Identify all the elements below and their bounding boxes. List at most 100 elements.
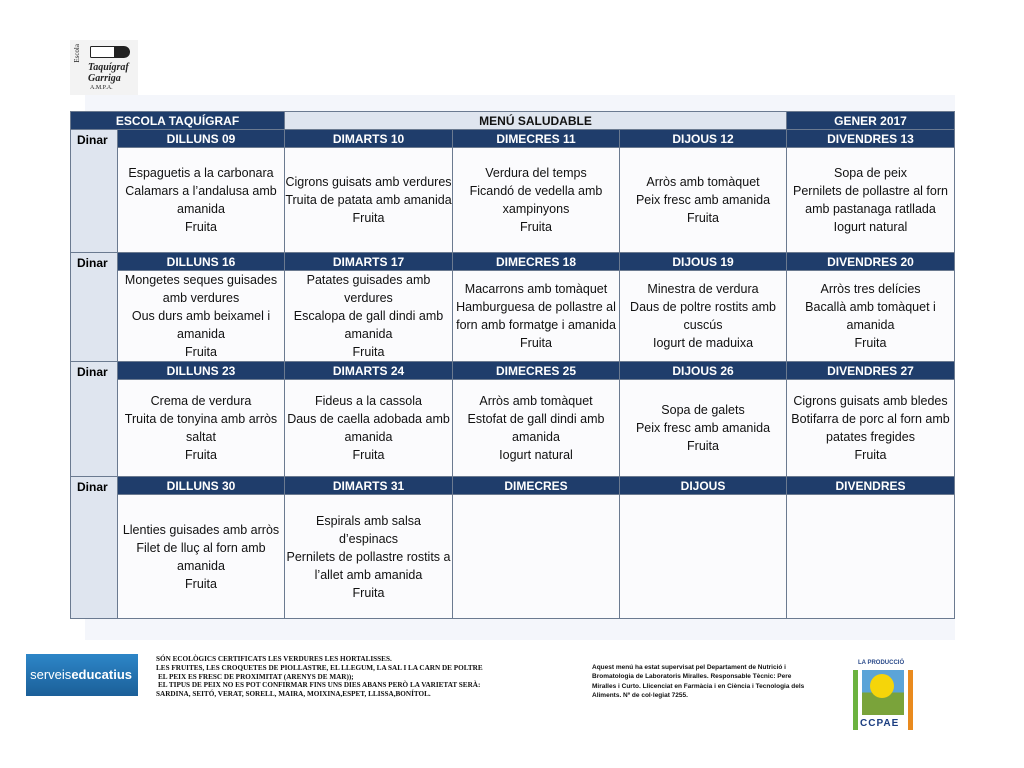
dish: Fruita xyxy=(185,448,217,462)
meal-cell: Sopa de peix Pernilets de pollastre al fo… xyxy=(786,147,955,253)
dish: Hamburguesa de pollastre al forn amb for… xyxy=(456,300,616,332)
menu-title: MENÚ SALUDABLE xyxy=(284,111,787,130)
meal-cell: Cigrons guisats amb verdures Truita de pa… xyxy=(284,147,453,253)
dish: Pernilets de pollastre rostits a l’allet… xyxy=(286,549,451,582)
month-label: GENER 2017 xyxy=(786,111,955,130)
meal-label: Dinar xyxy=(70,476,118,619)
meal-cell: Mongetes seques guisades amb verdures Ous… xyxy=(117,270,285,362)
dish: Fruita xyxy=(352,345,385,359)
menu-table: ESCOLA TAQUÍGRAF MENÚ SALUDABLE GENER 20… xyxy=(70,111,955,619)
day-header: DILLUNS 30 xyxy=(117,476,285,495)
dish: Fideus a la cassola xyxy=(314,394,422,408)
dish: Fruita xyxy=(687,211,719,225)
day-header: DIMECRES xyxy=(452,476,620,495)
dish: Patates guisades amb verdures xyxy=(306,273,431,305)
dish: Sopa de peix xyxy=(834,166,907,180)
day-header: DILLUNS 16 xyxy=(117,252,285,271)
school-logo: Escola Taquígraf Garriga A.M.P.A. xyxy=(70,40,138,95)
logo-text: Escola xyxy=(73,44,81,63)
note-line: SÓN ECOLÒGICS CERTIFICATS LES VERDURES L… xyxy=(156,655,392,663)
meal-cell xyxy=(786,494,955,619)
note-line: EL PEIX ES FRESC DE PROXIMITAT (ARENYS D… xyxy=(158,672,354,681)
dish: Fruita xyxy=(185,345,217,359)
dish: Daus de caella adobada amb amanida xyxy=(287,412,450,444)
meal-cell xyxy=(619,494,787,619)
meal-label: Dinar xyxy=(70,252,118,362)
note-line: SARDINA, SEITÓ, VERAT, SORELL, MAIRA, MO… xyxy=(156,690,431,699)
day-header: DIMECRES 11 xyxy=(452,129,620,148)
logo-text: educatius xyxy=(71,667,132,682)
dish: Ous durs amb beixamel i amanida xyxy=(131,309,271,341)
meal-cell: Arròs amb tomàquet Peix fresc amb amanida… xyxy=(619,147,787,253)
dish: Macarrons amb tomàquet xyxy=(464,282,608,296)
dish: Arròs amb tomàquet xyxy=(646,175,760,189)
meal-cell: Llenties guisades amb arròs Filet de lluç… xyxy=(117,494,285,619)
day-header: DIVENDRES 13 xyxy=(786,129,955,148)
dish: Fruita xyxy=(854,448,887,462)
logo-text: CCPAE xyxy=(860,718,900,729)
dish: Truita de tonyina amb arròs saltat xyxy=(124,412,278,444)
day-header: DIVENDRES 20 xyxy=(786,252,955,271)
day-header: DIJOUS 12 xyxy=(619,129,787,148)
dish: Arròs tres delícies xyxy=(820,282,921,296)
meal-cell: Espaguetis a la carbonara Calamars a l’an… xyxy=(117,147,285,253)
meal-cell: Espirals amb salsa d’espinacs Pernilets d… xyxy=(284,494,453,619)
dish: Fruita xyxy=(687,439,719,453)
dish: Botifarra de porc al forn amb patates fr… xyxy=(791,412,950,444)
meal-cell xyxy=(452,494,620,619)
dish: Cigrons guisats amb verdures xyxy=(285,175,452,189)
day-header: DIJOUS 26 xyxy=(619,361,787,380)
meal-label: Dinar xyxy=(70,129,118,253)
day-header: DIVENDRES 27 xyxy=(786,361,955,380)
day-header: DILLUNS 23 xyxy=(117,361,285,380)
pencil-icon xyxy=(90,46,130,58)
day-header: DIMARTS 10 xyxy=(284,129,453,148)
dish: Mongetes seques guisades amb verdures xyxy=(124,273,278,305)
serveis-educatius-logo: serveiseducatius xyxy=(26,654,138,696)
sun-icon xyxy=(870,674,894,698)
dish: Crema de verdura xyxy=(150,394,252,408)
dish: Iogurt natural xyxy=(499,448,573,462)
dish: Peix fresc amb amanida xyxy=(635,421,771,435)
dish: Minestra de verdura xyxy=(647,282,759,296)
meal-cell: Minestra de verdura Daus de poltre rostit… xyxy=(619,270,787,362)
dish: Arròs amb tomàquet xyxy=(479,394,593,408)
logo-text: LA PRODUCCIÓ xyxy=(858,660,905,666)
day-header: DIJOUS 19 xyxy=(619,252,787,271)
day-header: DIMECRES 25 xyxy=(452,361,620,380)
meal-cell: Crema de verdura Truita de tonyina amb ar… xyxy=(117,379,285,477)
dish: Fruita xyxy=(185,220,217,234)
day-header: DIMECRES 18 xyxy=(452,252,620,271)
dish: Fruita xyxy=(854,336,887,350)
dish: Fruita xyxy=(520,336,552,350)
dish: Truita de patata amb amanida xyxy=(285,193,452,207)
dish: Fruita xyxy=(352,585,385,600)
dish: Ficandó de vedella amb xampinyons xyxy=(469,184,603,216)
dish: Llenties guisades amb arròs xyxy=(122,522,280,537)
day-header: DIMARTS 31 xyxy=(284,476,453,495)
school-name: ESCOLA TAQUÍGRAF xyxy=(70,111,285,130)
dish: Fruita xyxy=(352,448,385,462)
dish: Espirals amb salsa d’espinacs xyxy=(316,513,421,546)
logo-text: Taquígraf xyxy=(88,62,129,73)
dish: Espaguetis a la carbonara xyxy=(128,166,274,180)
dish: Daus de poltre rostits amb cuscús xyxy=(630,300,776,332)
dish: Peix fresc amb amanida xyxy=(635,193,771,207)
logo-text: Garriga xyxy=(88,73,121,84)
dish: Iogurt natural xyxy=(833,220,908,234)
dish: Calamars a l’andalusa amb amanida xyxy=(125,184,277,216)
meal-cell: Cigrons guisats amb bledes Botifarra de p… xyxy=(786,379,955,477)
meal-cell: Fideus a la cassola Daus de caella adobad… xyxy=(284,379,453,477)
note-line: EL TIPUS DE PEIX NO ES POT CONFIRMAR FIN… xyxy=(158,681,481,690)
day-header: DIMARTS 24 xyxy=(284,361,453,380)
dish: Fruita xyxy=(352,211,385,225)
dish: Filet de lluç al forn amb amanida xyxy=(136,540,266,573)
dish: Estofat de gall dindi amb amanida xyxy=(467,412,605,444)
day-header: DIMARTS 17 xyxy=(284,252,453,271)
meal-cell: Verdura del temps Ficandó de vedella amb … xyxy=(452,147,620,253)
note-line: LES FRUITES, LES CROQUETES DE PIOLLASTRE… xyxy=(156,663,483,672)
meal-cell: Macarrons amb tomàquet Hamburguesa de pol… xyxy=(452,270,620,362)
day-header: DIJOUS xyxy=(619,476,787,495)
ccpae-logo: LA PRODUCCIÓ CCPAE xyxy=(852,660,914,732)
day-header: DIVENDRES xyxy=(786,476,955,495)
